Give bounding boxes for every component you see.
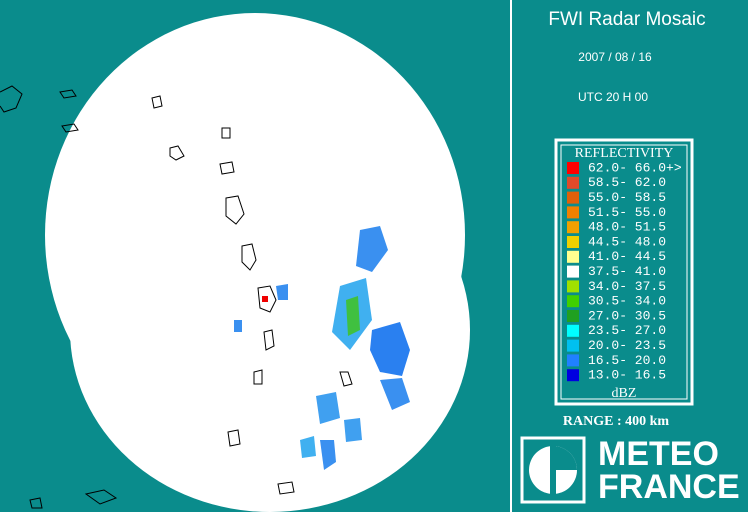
range: RANGE : 400 km	[563, 414, 670, 429]
legend-swatch	[567, 324, 579, 337]
logo: METEO FRANCE	[520, 435, 740, 506]
logo-quadrant	[553, 446, 577, 470]
legend-swatch	[567, 221, 579, 234]
logo-frame	[520, 436, 586, 504]
date: 2007 / 08 / 16	[578, 50, 652, 64]
legend: REFLECTIVITY dBZ 62.0- 66.0+>58.5- 62.05…	[554, 138, 694, 406]
legend-label: 13.0- 16.5	[588, 368, 666, 383]
legend-frame-inner	[560, 144, 688, 400]
legend-swatch	[567, 369, 579, 382]
coastlines	[0, 85, 353, 509]
legend-swatch	[567, 280, 579, 293]
legend-label: 62.0- 66.0+>	[588, 160, 682, 175]
logo-line1: METEO	[598, 435, 719, 473]
legend-unit: dBZ	[612, 386, 637, 401]
legend-swatch	[567, 176, 579, 189]
time: UTC 20 H 00	[578, 90, 648, 104]
legend-swatch	[567, 162, 579, 174]
radar-map	[0, 13, 470, 512]
legend-swatch	[567, 354, 579, 367]
logo-bar	[550, 446, 556, 494]
legend-swatch	[567, 191, 579, 204]
legend-title: REFLECTIVITY	[575, 146, 674, 161]
legend-swatch	[567, 310, 579, 322]
logo-line2: FRANCE	[598, 468, 740, 506]
title: FWI Radar Mosaic	[548, 9, 705, 30]
legend-label: 58.5- 62.0	[588, 175, 666, 190]
legend-label: 16.5- 20.0	[588, 353, 666, 368]
legend-label: 55.0- 58.5	[588, 190, 666, 205]
legend-frame	[554, 138, 694, 406]
legend-label: 34.0- 37.5	[588, 279, 666, 294]
legend-label: 20.0- 23.5	[588, 338, 666, 353]
legend-label: 30.5- 34.0	[588, 294, 666, 309]
legend-label: 51.5- 55.0	[588, 205, 666, 220]
legend-label: 41.0- 44.5	[588, 249, 666, 264]
legend-label: 23.5- 27.0	[588, 323, 666, 338]
legend-swatch	[567, 250, 579, 263]
legend-swatch	[567, 339, 579, 352]
legend-swatch	[567, 295, 579, 308]
legend-swatch	[567, 265, 579, 278]
legend-label: 27.0- 30.5	[588, 308, 666, 323]
legend-swatch	[567, 206, 579, 219]
legend-swatch	[567, 236, 579, 248]
legend-label: 37.5- 41.0	[588, 264, 666, 279]
legend-label: 48.0- 51.5	[588, 220, 666, 235]
legend-label: 44.5- 48.0	[588, 234, 666, 249]
echoes	[234, 226, 410, 470]
